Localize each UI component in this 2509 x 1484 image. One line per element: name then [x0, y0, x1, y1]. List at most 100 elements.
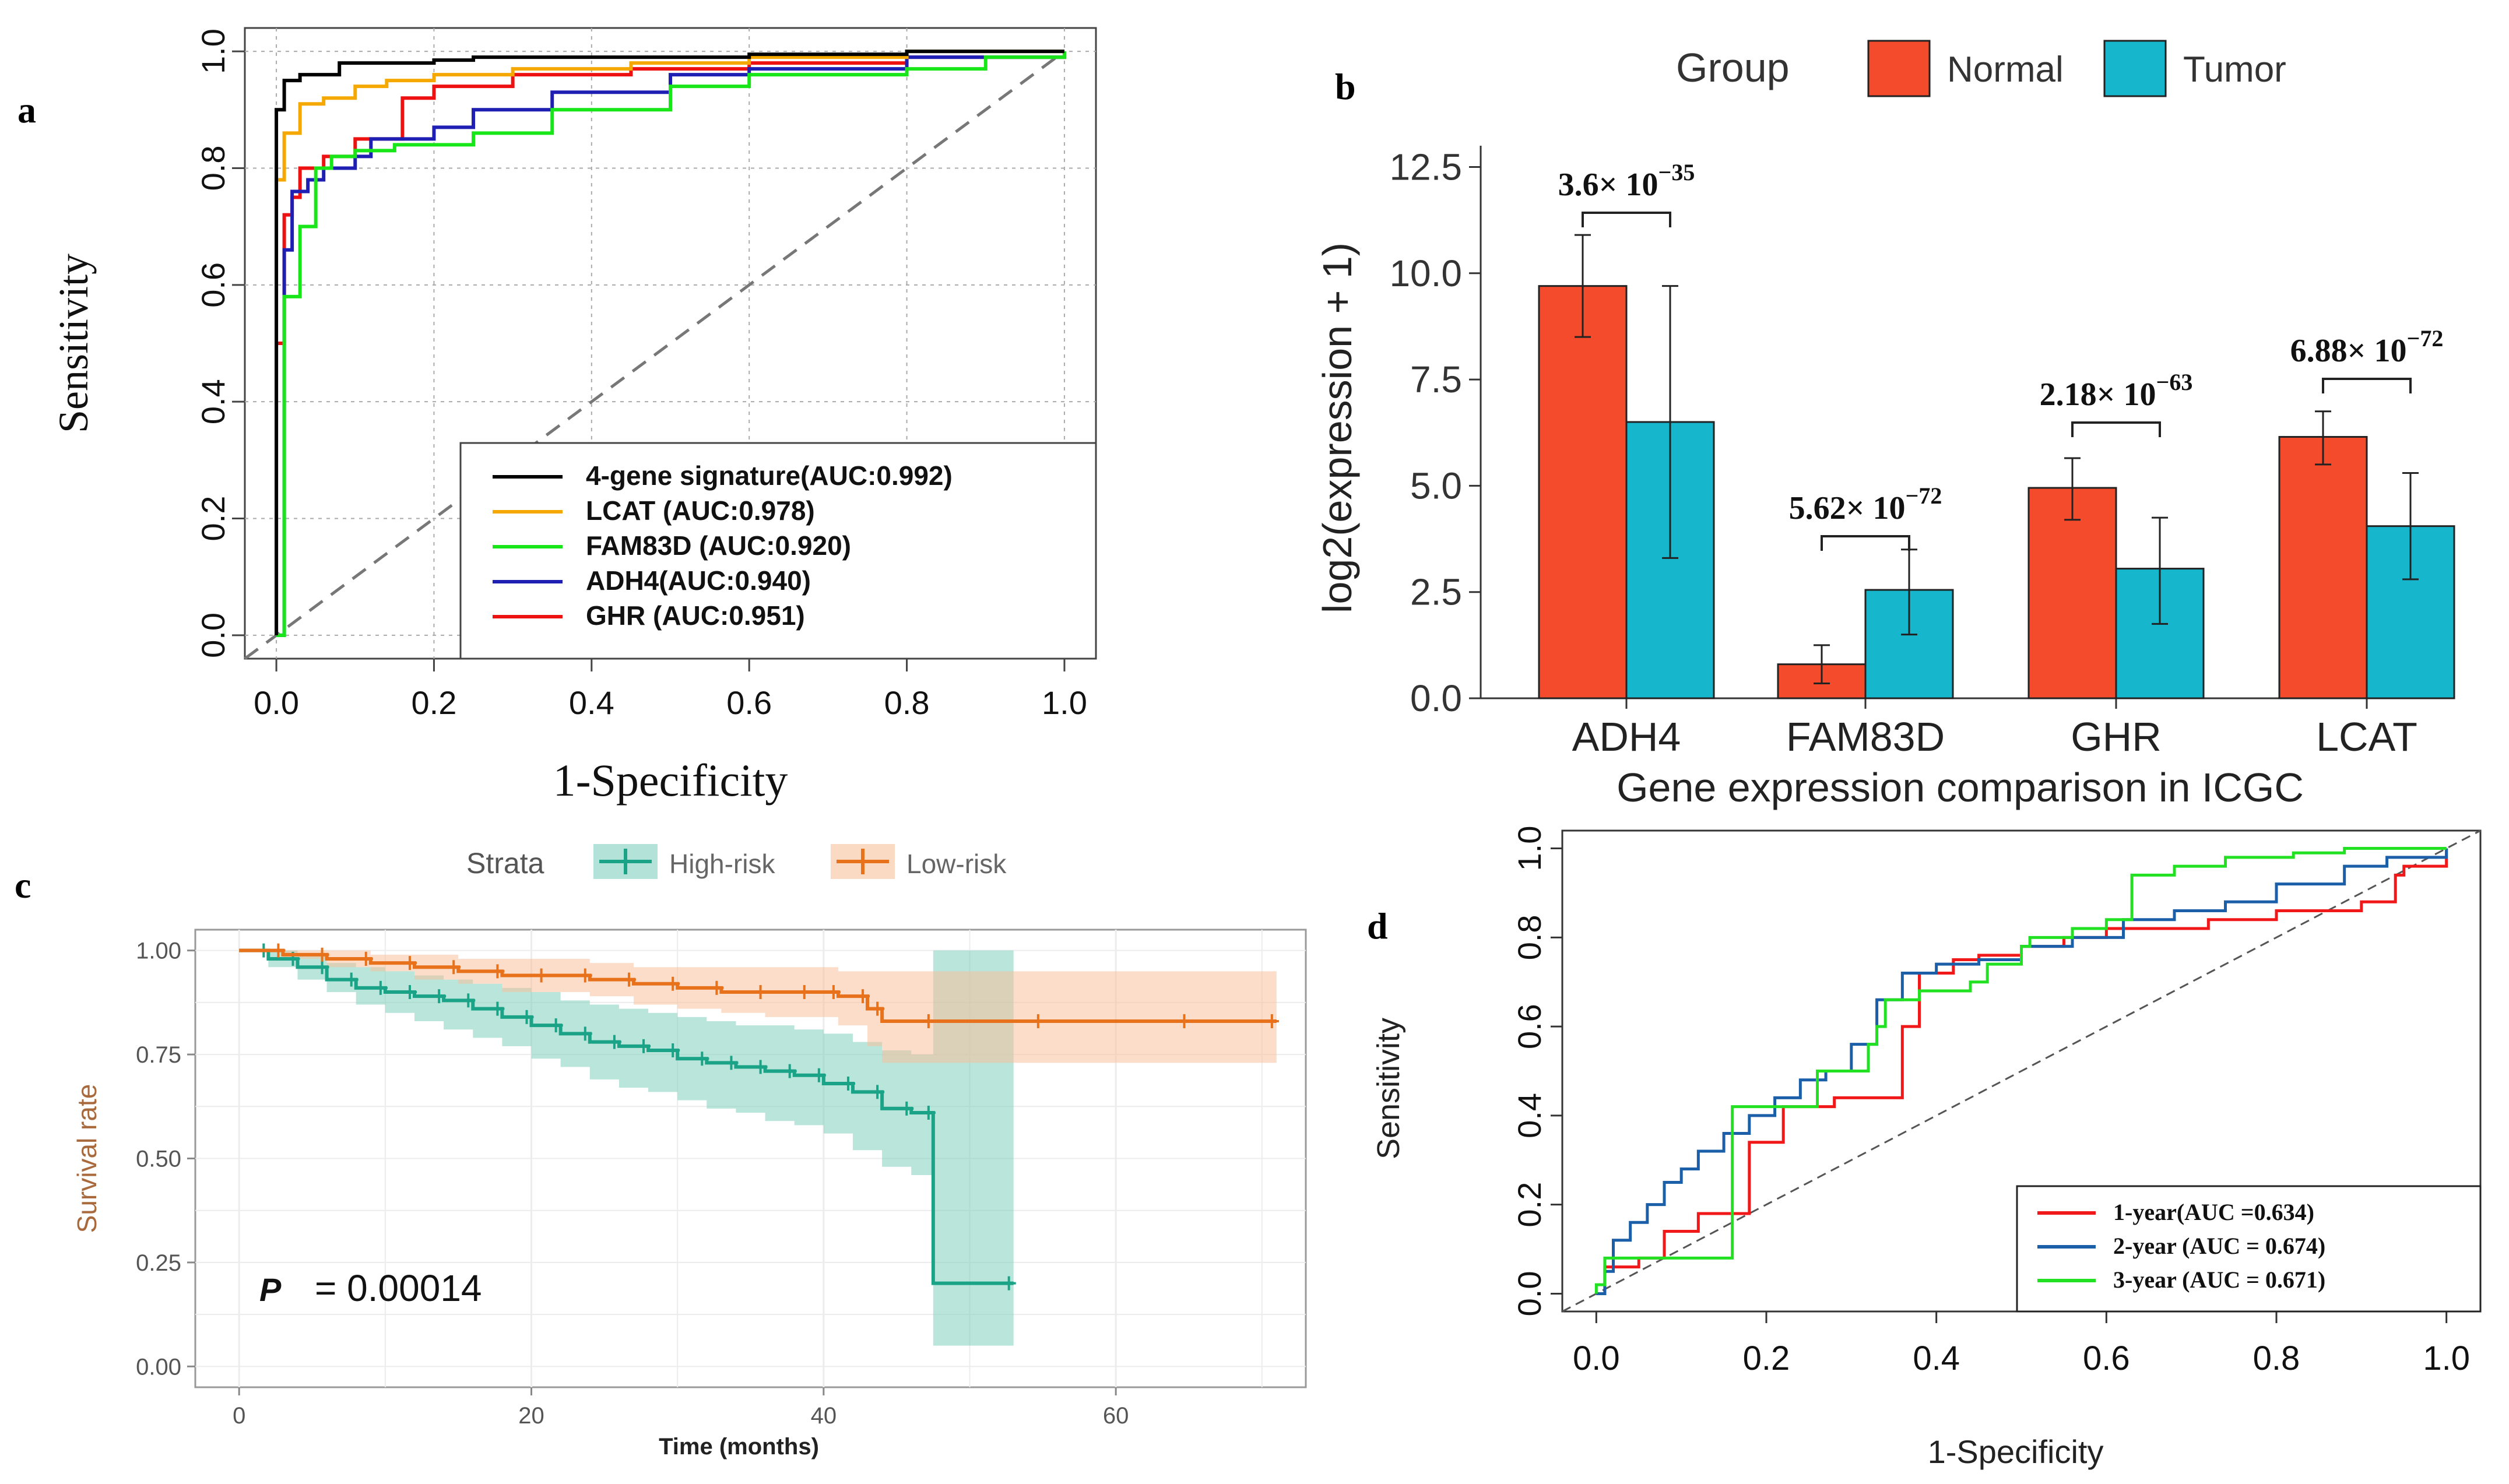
censor-mark [797, 985, 811, 1000]
y-tick-label: 0.8 [1511, 915, 1548, 960]
significance-bracket [2322, 378, 2412, 393]
p-value-label: P [259, 1271, 282, 1308]
censor-mark [870, 1001, 885, 1016]
y-tick-label: 0.00 [136, 1354, 181, 1380]
x-tick-label: LCAT [2316, 714, 2417, 759]
x-tick-label: ADH4 [1572, 714, 1681, 759]
panel-label-c: c [15, 864, 31, 906]
legend-swatch-mark [837, 849, 889, 874]
censor-mark [549, 1018, 563, 1033]
panel-c-survival-chart: 0 20 40 60 0.00 0.25 0.50 0.75 1.00 P = 0.00014 Tim… [72, 844, 1307, 1460]
legend-swatch-mark [599, 849, 652, 874]
legend-label: High-risk [669, 849, 775, 879]
legend-title: Group [1676, 45, 1790, 90]
y-tick-label: 1.0 [1511, 826, 1548, 871]
diagonal-reference [244, 50, 1066, 660]
p-value-annotation: 5.62× 10−72 [1789, 483, 1942, 526]
panel-label-b: b [1335, 66, 1356, 107]
censor-mark [695, 1052, 709, 1066]
panel-b-bar-chart: 0.0 2.5 5.0 7.5 10.0 12.5 ADH4 FAM83D GHR LCAT 3.6… [1315, 40, 2455, 810]
x-tick-label: 0.0 [254, 684, 299, 721]
censor-mark [811, 1068, 826, 1082]
y-tick-label: 0.0 [195, 613, 231, 658]
censor-mark [921, 1106, 936, 1120]
p-value-text: = 0.00014 [315, 1267, 482, 1309]
x-tick-label: FAM83D [1786, 714, 1945, 759]
y-axis-title: log2(expression + 1) [1315, 242, 1360, 613]
y-axis-title: Survival rate [72, 1084, 102, 1233]
censor-mark [490, 1001, 505, 1016]
legend-label: GHR (AUC:0.951) [586, 600, 805, 631]
p-value-annotation: 2.18× 10−63 [2040, 369, 2193, 413]
censor-mark [402, 956, 417, 970]
censor-mark [578, 1026, 592, 1041]
x-axis-title: 1-Specificity [1928, 1433, 2104, 1470]
censor-mark [753, 985, 768, 1000]
legend-label: FAM83D (AUC:0.920) [586, 530, 851, 561]
censor-mark [899, 1101, 914, 1116]
roc-curve-1 [275, 50, 1064, 635]
y-tick-label: 2.5 [1410, 571, 1462, 613]
legend-label: 1-year(AUC =0.634) [2113, 1199, 2314, 1225]
panel-label-a: a [17, 89, 36, 131]
censor-mark [534, 968, 549, 983]
panel-label-d: d [1367, 905, 1388, 947]
censor-mark [344, 972, 359, 987]
censor-mark [1002, 1276, 1016, 1290]
censor-mark [359, 951, 373, 966]
legend-label: LCAT (AUC:0.978) [586, 495, 815, 526]
roc-curve-2 [1594, 847, 2447, 1294]
x-tick-label: 0.8 [884, 684, 930, 721]
bar-normal-adh4 [1538, 285, 1628, 699]
x-tick-label: GHR [2071, 714, 2162, 759]
x-tick-label: 0.0 [1573, 1339, 1620, 1377]
significance-bracket [2071, 421, 2161, 437]
y-tick-label: 0.6 [195, 262, 231, 308]
roc-curve-2 [276, 51, 1066, 637]
legend-box [2016, 1185, 2482, 1313]
y-tick-label: 0.8 [195, 146, 231, 191]
y-tick-label: 12.5 [1389, 146, 1462, 188]
x-axis-title: Gene expression comparison in ICGC [1617, 765, 2304, 810]
censor-mark [666, 976, 680, 991]
censor-mark [724, 1056, 739, 1070]
x-tick-label: 0.6 [726, 684, 772, 721]
y-tick-label: 0.6 [1511, 1004, 1548, 1049]
y-tick-label: 0.4 [1511, 1093, 1548, 1138]
y-tick-label: 0.0 [1410, 677, 1462, 719]
y-tick-label: 0.75 [136, 1042, 181, 1068]
censor-mark [315, 960, 329, 975]
y-tick-label: 0.2 [1511, 1182, 1548, 1228]
p-value-annotation: 3.6× 10−35 [1558, 159, 1695, 203]
y-tick-label: 7.5 [1410, 358, 1462, 400]
y-axis-title: Sensitivity [1371, 1018, 1406, 1159]
censor-mark [709, 980, 724, 995]
roc-curve-0 [275, 50, 1064, 635]
legend-swatch [2103, 40, 2167, 97]
y-tick-label: 1.0 [195, 29, 231, 74]
p-value-annotation: 6.88× 10−72 [2290, 325, 2444, 369]
censor-mark [315, 947, 329, 962]
y-tick-label: 0.50 [136, 1147, 181, 1172]
panel-d-time-roc-chart: 0.0 0.2 0.4 0.6 0.8 1.0 0.0 0.2 0.4 0.6 0.8 1.0 1-ye… [1371, 826, 2482, 1470]
censor-mark [432, 989, 447, 1004]
censor-mark [621, 972, 636, 987]
y-tick-label: 5.0 [1410, 465, 1462, 507]
censor-mark [607, 1035, 621, 1049]
bar-normal-lcat [2278, 436, 2368, 699]
x-axis-title: 1-Specificity [553, 755, 788, 806]
legend-label: 2-year (AUC = 0.674) [2113, 1233, 2325, 1259]
x-tick-label: 0.4 [569, 684, 614, 721]
x-tick-label: 0.2 [412, 684, 457, 721]
y-tick-label: 0.2 [195, 496, 231, 541]
x-axis-title: Time (months) [659, 1434, 819, 1460]
legend-swatch [1867, 40, 1931, 97]
censor-mark [782, 1064, 797, 1078]
censor-mark [1177, 1014, 1192, 1028]
confidence-band-1 [239, 950, 1277, 1063]
y-axis-title: Sensitivity [50, 254, 97, 433]
significance-bracket [1821, 535, 1910, 551]
censor-mark [490, 964, 505, 979]
censor-mark [271, 943, 286, 958]
